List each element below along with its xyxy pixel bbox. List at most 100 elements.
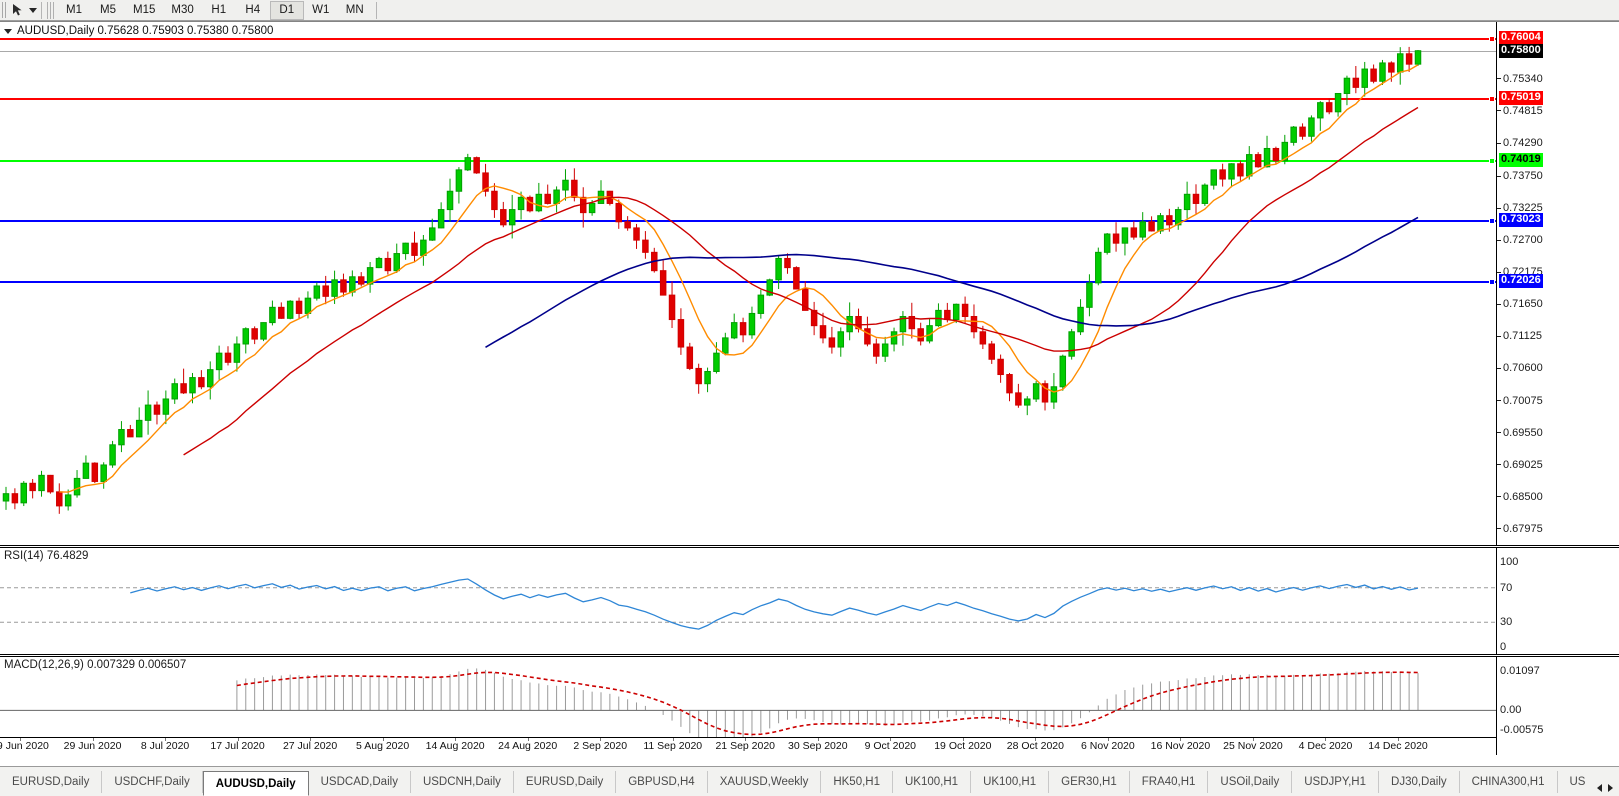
date-tick: [1180, 738, 1182, 741]
timeframe-button-h1[interactable]: H1: [211, 4, 227, 16]
date-label: 28 Oct 2020: [1006, 740, 1064, 752]
price-tick: 0.69025: [1497, 459, 1543, 471]
price-tick: 0.73750: [1497, 170, 1543, 182]
level-line-last-price[interactable]: [0, 50, 1496, 52]
chart-tab-gbpusd-h4[interactable]: GBPUSD,H4: [616, 771, 708, 793]
chart-tab-uk100-h1[interactable]: UK100,H1: [893, 771, 972, 793]
price-axis[interactable]: 0.75340 0.74815 0.74290 0.73750 0.73225 0.727…: [1496, 22, 1619, 545]
symbol-quote-header: AUDUSD,Daily 0.75628 0.75903 0.75380 0.7…: [4, 25, 273, 37]
price-tag-level[interactable]: 0.73023: [1499, 213, 1543, 228]
quote-text: AUDUSD,Daily 0.75628 0.75903 0.75380 0.7…: [17, 25, 274, 37]
date-tick: [600, 738, 602, 741]
price-tick: 0.70600: [1497, 362, 1543, 375]
date-label: 16 Nov 2020: [1150, 740, 1211, 752]
level-handle[interactable]: [1489, 36, 1495, 43]
date-axis[interactable]: 19 Jun 2020 29 Jun 2020 8 Jul 2020 17 Jul 2…: [0, 737, 1496, 755]
price-tag-level[interactable]: 0.72026: [1499, 274, 1543, 289]
macd-plot-svg: [0, 668, 1496, 737]
chevron-down-icon[interactable]: [4, 28, 12, 34]
rsi-axis[interactable]: 100 70 30 0: [1496, 548, 1619, 654]
date-label: 30 Sep 2020: [788, 740, 848, 752]
toolbar-drag-handle[interactable]: [2, 2, 8, 18]
level-handle[interactable]: [1489, 279, 1495, 286]
date-tick: [527, 738, 529, 741]
date-label: 19 Jun 2020: [0, 740, 49, 752]
timeframe-button-mn[interactable]: MN: [345, 4, 364, 16]
macd-tick: 0.00: [1500, 704, 1522, 717]
tab-scroll-controls[interactable]: [1591, 784, 1619, 796]
chart-tab-eurusd-daily[interactable]: EURUSD,Daily: [0, 771, 103, 793]
chart-tab-xauusd-weekly[interactable]: XAUUSD,Weekly: [708, 771, 822, 793]
price-tag-last-price[interactable]: 0.75800: [1499, 43, 1543, 58]
chart-tab-usdjpy-h1[interactable]: USDJPY,H1: [1292, 771, 1380, 793]
pane-separator-2: [0, 654, 1619, 657]
chart-tab-uk100-h1[interactable]: UK100,H1: [971, 771, 1050, 793]
level-line-resistance[interactable]: [0, 38, 1496, 41]
price-tag-level[interactable]: 0.75019: [1499, 91, 1543, 106]
date-label: 11 Sep 2020: [643, 740, 703, 752]
date-label: 17 Jul 2020: [210, 740, 265, 752]
timeframe-button-h4[interactable]: H4: [245, 4, 261, 16]
chart-tabbar[interactable]: EURUSD,Daily USDCHF,Daily AUDUSD,Daily USDC…: [0, 766, 1619, 796]
level-handle[interactable]: [1489, 157, 1495, 164]
timeframe-button-m1[interactable]: M1: [66, 4, 82, 16]
timeframe-group-handle[interactable]: [47, 1, 54, 19]
chart-tab-dj30-daily[interactable]: DJ30,Daily: [1379, 771, 1460, 793]
rsi-tick: 30: [1500, 616, 1513, 629]
date-tick: [672, 738, 674, 741]
chart-tab-usdchf-daily[interactable]: USDCHF,Daily: [102, 771, 203, 793]
price-candles-svg: [2, 46, 1422, 514]
price-pane[interactable]: [0, 22, 1619, 545]
date-label: 5 Aug 2020: [356, 740, 410, 752]
date-label: 9 Oct 2020: [864, 740, 916, 752]
level-line-pivot[interactable]: [0, 281, 1496, 284]
macd-axis[interactable]: 0.01097 0.00 -0.00575: [1496, 657, 1619, 737]
date-label: 8 Jul 2020: [140, 740, 190, 752]
timeframe-button-m15[interactable]: M15: [133, 4, 156, 16]
chart-tab-hk50-h1[interactable]: HK50,H1: [821, 771, 893, 793]
date-label: 6 Nov 2020: [1081, 740, 1135, 752]
chart-tab-ger30-h1[interactable]: GER30,H1: [1049, 771, 1130, 793]
triangle-left-icon[interactable]: [1597, 784, 1602, 792]
date-tick: [237, 738, 239, 741]
chart-tab-usoil-daily[interactable]: USOil,Daily: [1208, 771, 1293, 793]
chevron-down-icon[interactable]: [29, 7, 37, 13]
cursor-arrow-icon[interactable]: [10, 2, 26, 18]
timeframe-button-m5[interactable]: M5: [100, 4, 116, 16]
chart-tab-china300-h1[interactable]: CHINA300,H1: [1460, 771, 1558, 793]
date-tick: [1107, 738, 1109, 741]
price-tick: 0.67975: [1497, 523, 1543, 535]
date-tick: [20, 738, 21, 741]
chart-tab-us[interactable]: US: [1558, 771, 1592, 793]
date-tick: [92, 738, 94, 741]
chart-tab-fra40-h1[interactable]: FRA40,H1: [1130, 771, 1209, 793]
timeframe-button-d1[interactable]: D1: [269, 0, 304, 20]
chart-tab-usdcad-daily[interactable]: USDCAD,Daily: [309, 771, 411, 793]
rsi-label: RSI(14) 76.4829: [4, 550, 89, 562]
price-tick: 0.69550: [1497, 427, 1543, 439]
chart-tab-eurusd-daily[interactable]: EURUSD,Daily: [514, 771, 617, 793]
date-tick: [1325, 738, 1327, 741]
date-tick: [382, 738, 384, 741]
triangle-right-icon[interactable]: [1608, 784, 1613, 792]
level-line-support[interactable]: [0, 159, 1496, 162]
price-tag-level[interactable]: 0.74019: [1499, 152, 1543, 167]
date-tick: [455, 738, 457, 741]
level-line-pivot[interactable]: [0, 220, 1496, 223]
price-tick: 0.74815: [1497, 105, 1543, 117]
date-label: 4 Dec 2020: [1298, 740, 1353, 752]
timeframe-button-m30[interactable]: M30: [171, 4, 194, 16]
level-handle[interactable]: [1489, 96, 1495, 103]
chart-tab-usdcnh-daily[interactable]: USDCNH,Daily: [411, 771, 514, 793]
macd-pane[interactable]: MACD(12,26,9) 0.007329 0.006507: [0, 657, 1619, 737]
chart-area[interactable]: AUDUSD,Daily 0.75628 0.75903 0.75380 0.7…: [0, 21, 1619, 766]
toolbar-divider: [41, 1, 42, 19]
rsi-pane[interactable]: RSI(14) 76.4829: [0, 548, 1619, 654]
timeframe-button-w1[interactable]: W1: [312, 4, 330, 16]
level-line-resistance[interactable]: [0, 98, 1496, 101]
level-handle[interactable]: [1489, 218, 1495, 225]
pane-separator-1: [0, 545, 1619, 548]
chart-tab-audusd-daily[interactable]: AUDUSD,Daily: [202, 771, 309, 796]
date-tick: [310, 738, 312, 741]
price-tag-level[interactable]: 0.76004: [1499, 31, 1543, 46]
